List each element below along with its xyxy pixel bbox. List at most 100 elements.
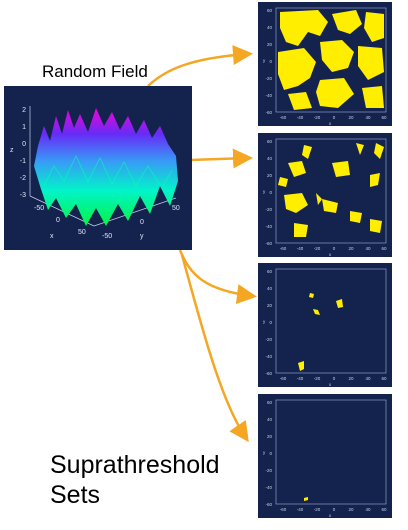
y-tick: 0	[140, 219, 144, 226]
x-tick: 60	[381, 115, 387, 120]
threshold-plot-4: 60 40 20 0 -20 -40 -60 -60 -40 -20 0 20 …	[263, 399, 387, 518]
y-label: y	[263, 450, 266, 455]
x-tick: 40	[365, 115, 371, 120]
y-tick: -20	[265, 76, 272, 81]
surface-mesh	[34, 108, 178, 226]
y-label: y	[263, 189, 266, 194]
y-tick: -60	[265, 110, 272, 115]
threshold-panel-3: 60 40 20 0 -20 -40 -60 -60 -40 -20 0 20 …	[258, 263, 392, 387]
z-tick: -2	[20, 175, 26, 182]
suprathreshold-blobs	[278, 143, 384, 237]
random-field-plot: 2 1 0 -1 -2 -3 z -50 0 50 x -50 0 50 y	[4, 86, 192, 250]
x-tick: -20	[314, 246, 321, 251]
threshold-panel-2: 60 40 20 0 -20 -40 -60 -60 -40 -20 0 20 …	[258, 133, 392, 257]
x-tick: -60	[280, 376, 287, 381]
suprathreshold-blobs	[278, 10, 384, 110]
x-tick: 0	[333, 115, 336, 120]
y-tick: -20	[265, 468, 272, 473]
x-tick: 20	[348, 507, 354, 512]
arrow-to-panel-1	[147, 45, 253, 87]
x-tick: -20	[314, 115, 321, 120]
threshold-plot-1: 60 40 20 0 -20 -40 -60 -60 -40 -20 0 20 …	[263, 7, 387, 126]
y-tick: 40	[267, 286, 273, 291]
y-tick: 20	[267, 42, 273, 47]
x-label: x	[329, 121, 332, 126]
x-label: x	[50, 233, 54, 240]
x-tick: -60	[280, 246, 287, 251]
x-tick: 0	[333, 507, 336, 512]
y-tick: 60	[267, 400, 273, 405]
x-tick: -40	[297, 115, 304, 120]
threshold-panel-4: 60 40 20 0 -20 -40 -60 -60 -40 -20 0 20 …	[258, 394, 392, 518]
y-tick: 0	[269, 451, 272, 456]
threshold-panel-1: 60 40 20 0 -20 -40 -60 -60 -40 -20 0 20 …	[258, 2, 392, 126]
x-tick: -20	[314, 507, 321, 512]
y-tick: 40	[267, 417, 273, 422]
y-tick: -40	[265, 354, 272, 359]
y-tick: 20	[267, 303, 273, 308]
x-tick: 60	[381, 246, 387, 251]
x-tick: 40	[365, 246, 371, 251]
y-tick: -60	[265, 502, 272, 507]
y-tick: -60	[265, 241, 272, 246]
y-tick: 20	[267, 173, 273, 178]
x-tick: 0	[56, 217, 60, 224]
y-tick: 0	[269, 320, 272, 325]
x-tick: 60	[381, 376, 387, 381]
z-tick: 0	[22, 141, 26, 148]
z-tick: -1	[20, 158, 26, 165]
x-tick: -40	[297, 376, 304, 381]
y-tick: -40	[265, 224, 272, 229]
x-tick: -60	[280, 507, 287, 512]
y-label: y	[263, 319, 266, 324]
y-tick: 0	[269, 59, 272, 64]
x-label: x	[329, 382, 332, 387]
z-label: z	[10, 147, 14, 154]
x-tick: 60	[381, 507, 387, 512]
y-label: y	[140, 233, 144, 240]
y-tick: -60	[265, 371, 272, 376]
x-tick: 20	[348, 246, 354, 251]
x-tick: -40	[297, 507, 304, 512]
y-tick: -20	[265, 207, 272, 212]
x-tick: 20	[348, 115, 354, 120]
y-tick: 0	[269, 190, 272, 195]
y-tick: 20	[267, 434, 273, 439]
x-tick: -60	[280, 115, 287, 120]
y-tick: 40	[267, 156, 273, 161]
x-tick: 40	[365, 376, 371, 381]
x-tick: -50	[34, 205, 44, 212]
x-tick: 50	[78, 229, 86, 236]
y-tick: -20	[265, 337, 272, 342]
z-tick: -3	[20, 192, 26, 199]
x-tick: 20	[348, 376, 354, 381]
y-tick: 60	[267, 269, 273, 274]
surface-plot-svg: 2 1 0 -1 -2 -3 z -50 0 50 x -50 0 50 y	[10, 106, 180, 240]
x-tick: -20	[314, 376, 321, 381]
suprathreshold-sets-title: Suprathreshold Sets	[50, 451, 220, 509]
arrow-to-panel-2	[189, 148, 253, 169]
y-tick: -50	[102, 233, 112, 240]
y-tick: -40	[265, 93, 272, 98]
threshold-plot-3: 60 40 20 0 -20 -40 -60 -60 -40 -20 0 20 …	[263, 268, 387, 387]
threshold-plot-2: 60 40 20 0 -20 -40 -60 -60 -40 -20 0 20 …	[263, 138, 387, 257]
suprathreshold-blobs	[304, 497, 308, 501]
x-tick: -40	[297, 246, 304, 251]
x-label: x	[329, 252, 332, 257]
y-label: y	[263, 58, 266, 63]
random-field-title: Random Field	[42, 62, 148, 81]
x-label: x	[329, 513, 332, 518]
x-tick: 40	[365, 507, 371, 512]
arrow-to-panel-4	[180, 254, 249, 443]
x-tick: 0	[333, 246, 336, 251]
z-tick: 1	[22, 124, 26, 131]
y-tick: 60	[267, 139, 273, 144]
y-tick: -40	[265, 485, 272, 490]
y-tick: 40	[267, 25, 273, 30]
suprathreshold-blobs	[298, 293, 343, 371]
z-tick: 2	[22, 107, 26, 114]
y-tick: 60	[267, 8, 273, 13]
x-tick: 0	[333, 376, 336, 381]
y-tick: 50	[172, 205, 180, 212]
